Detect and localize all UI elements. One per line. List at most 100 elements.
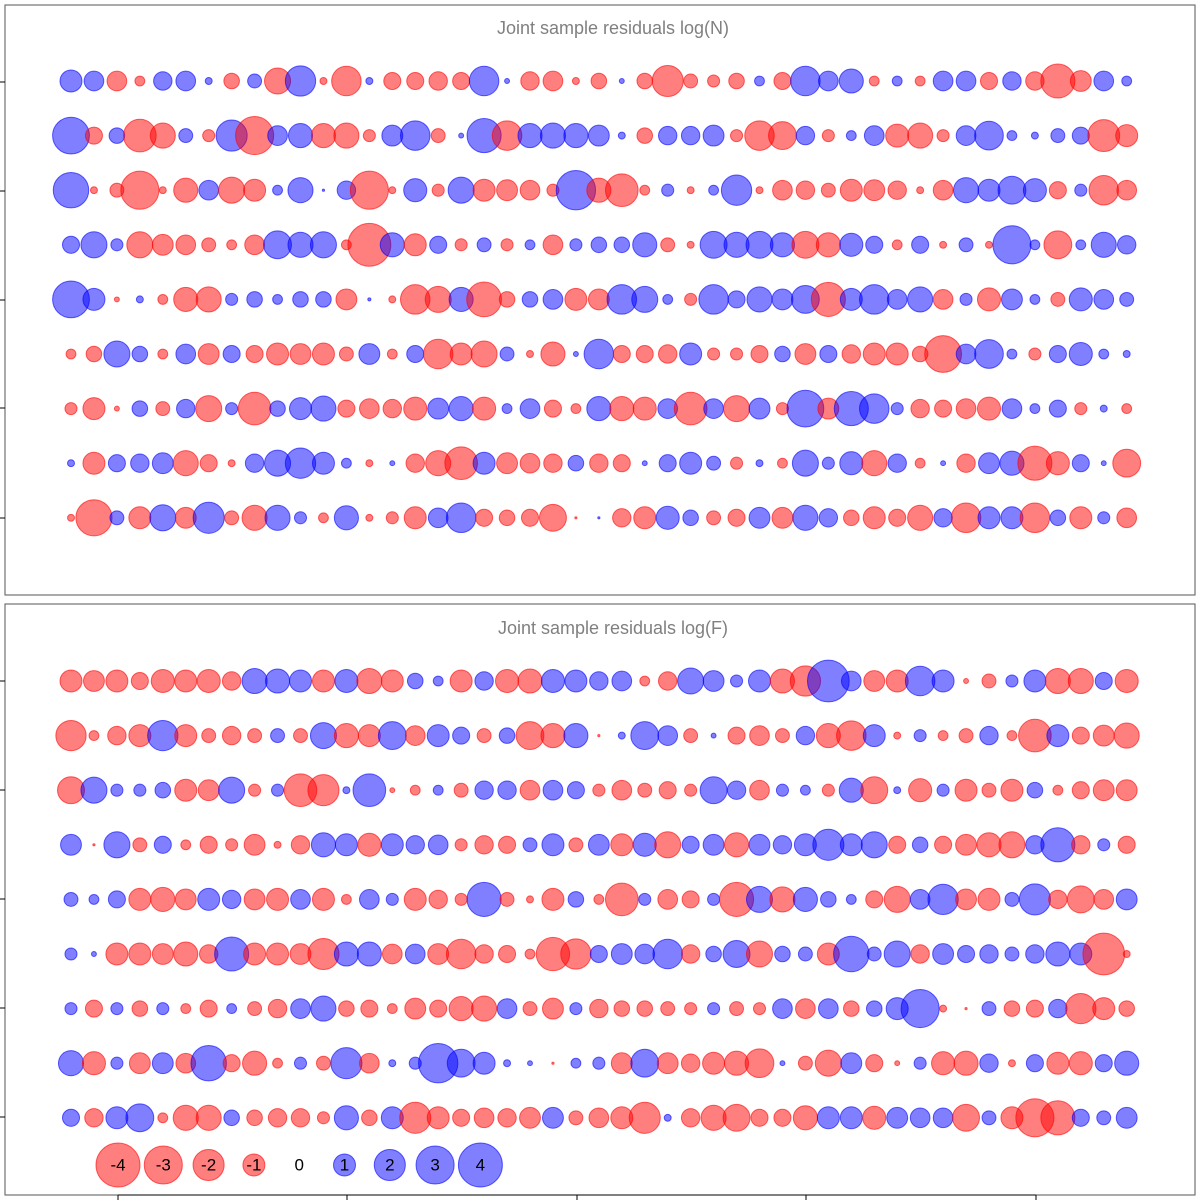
bubble xyxy=(979,71,999,91)
bubble xyxy=(272,184,283,196)
bubble xyxy=(55,719,87,752)
bubble xyxy=(195,286,222,313)
bubble xyxy=(110,238,124,252)
bubble xyxy=(541,887,565,911)
bubble xyxy=(610,943,633,965)
bubble xyxy=(422,338,454,370)
bubble xyxy=(340,893,352,905)
bubble xyxy=(564,287,588,311)
bubble xyxy=(684,292,698,306)
bubble xyxy=(728,72,745,90)
bubble xyxy=(1097,838,1111,852)
bubble xyxy=(428,71,448,91)
bubble xyxy=(633,506,657,530)
bubble xyxy=(90,951,97,957)
bubble xyxy=(1121,75,1133,87)
bubble xyxy=(593,893,605,905)
bubble xyxy=(248,783,262,797)
bubble xyxy=(963,678,970,684)
legend-label: 4 xyxy=(476,1155,485,1174)
bubble xyxy=(979,1053,999,1073)
bubble xyxy=(657,344,678,364)
bubble xyxy=(663,1113,672,1122)
bubble xyxy=(126,231,154,259)
bubble xyxy=(744,1048,775,1079)
bubble xyxy=(750,344,769,364)
bubble xyxy=(868,75,880,87)
bubble xyxy=(883,940,911,968)
bubble xyxy=(153,71,173,91)
bubble xyxy=(833,935,870,973)
bubble xyxy=(542,70,564,92)
bubble xyxy=(540,668,565,694)
bubble xyxy=(128,887,152,911)
bubble xyxy=(1029,403,1041,415)
bubble xyxy=(57,1050,85,1077)
bubble xyxy=(311,669,335,693)
bubble xyxy=(1040,63,1076,99)
bubble xyxy=(590,72,608,90)
bubble xyxy=(564,669,588,693)
bubble xyxy=(771,506,794,529)
bubble xyxy=(706,510,722,526)
bubble xyxy=(491,120,523,151)
bubble xyxy=(150,668,175,694)
bubble xyxy=(539,122,566,149)
bubble xyxy=(1029,293,1041,305)
bubble xyxy=(660,1001,676,1017)
bubble xyxy=(911,836,929,854)
bubble xyxy=(526,350,534,358)
bubble xyxy=(527,1060,533,1067)
bubble xyxy=(263,230,292,260)
bubble xyxy=(662,293,674,305)
bubble xyxy=(661,183,675,197)
bubble xyxy=(173,286,199,312)
bubble xyxy=(120,170,160,210)
bubble xyxy=(357,832,382,857)
bubble xyxy=(221,725,242,746)
bubble xyxy=(604,882,639,917)
bubble xyxy=(613,236,631,254)
bubble xyxy=(745,940,774,968)
bubble xyxy=(475,508,494,527)
bubble xyxy=(266,887,290,911)
bubble xyxy=(745,230,774,259)
bubble xyxy=(195,395,223,423)
bubble xyxy=(814,1049,842,1077)
bubble xyxy=(403,887,427,911)
bubble xyxy=(658,454,677,473)
bubble xyxy=(1096,1110,1112,1126)
bubble xyxy=(839,833,863,857)
bubble xyxy=(570,403,582,415)
bubble xyxy=(1049,509,1067,527)
bubble xyxy=(132,837,148,853)
bubble xyxy=(59,69,83,93)
bubble xyxy=(1071,726,1090,745)
bubble xyxy=(1048,344,1067,364)
bubble xyxy=(85,345,103,363)
bubble xyxy=(496,452,518,475)
bubble xyxy=(315,1055,331,1071)
bubble xyxy=(244,234,265,256)
bubble xyxy=(1114,1050,1140,1076)
bubble xyxy=(452,1108,471,1127)
bubble xyxy=(931,669,955,693)
bubble xyxy=(936,783,950,797)
bubble xyxy=(777,457,788,469)
bubble xyxy=(501,403,513,415)
legend-label: -2 xyxy=(201,1155,216,1174)
bubble xyxy=(589,671,609,691)
bubble xyxy=(225,402,239,416)
bubble xyxy=(113,405,120,412)
bubble xyxy=(246,1109,263,1127)
bubble xyxy=(290,998,311,1019)
bubble xyxy=(630,721,660,751)
bubble xyxy=(955,343,977,365)
bubble xyxy=(910,398,930,419)
bubble xyxy=(337,399,356,418)
bubble xyxy=(540,723,566,749)
bubble xyxy=(907,122,934,149)
bubble xyxy=(192,501,225,534)
bubble xyxy=(84,1108,104,1128)
bubble xyxy=(381,943,403,965)
